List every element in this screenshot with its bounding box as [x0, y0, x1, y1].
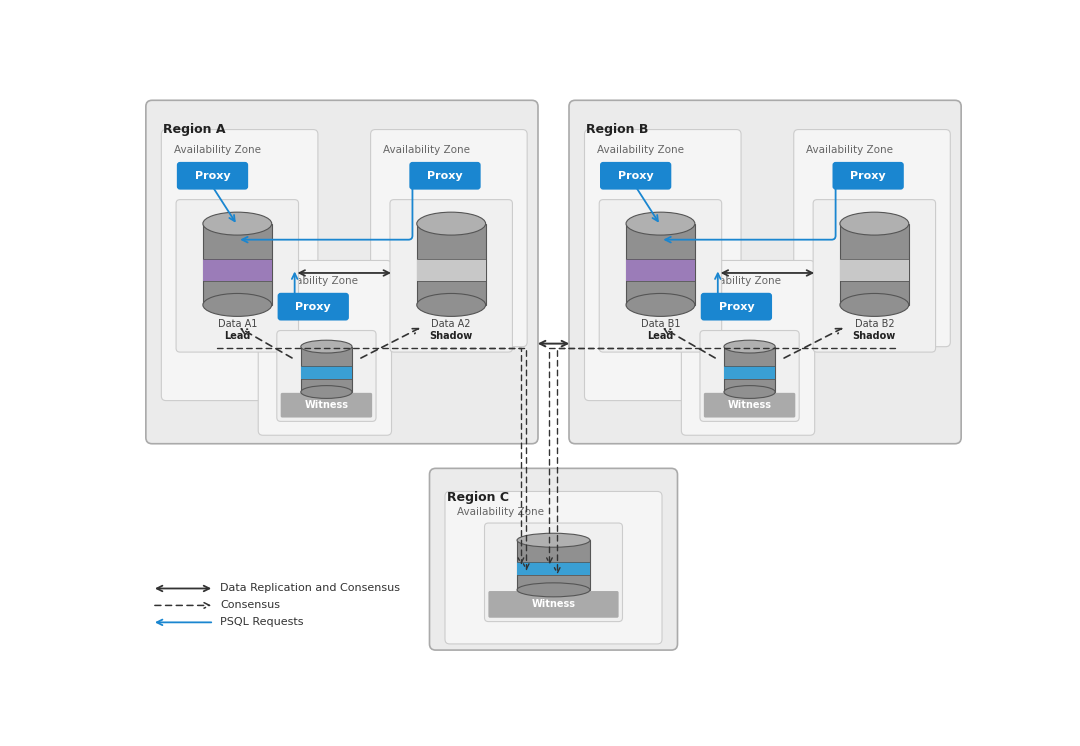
FancyBboxPatch shape — [258, 260, 392, 435]
Text: Region C: Region C — [446, 492, 509, 504]
Ellipse shape — [724, 386, 775, 398]
FancyBboxPatch shape — [177, 162, 248, 189]
Text: Region B: Region B — [586, 123, 648, 137]
Polygon shape — [203, 224, 272, 305]
Text: Shadow: Shadow — [430, 331, 473, 341]
Text: Consensus: Consensus — [220, 601, 280, 610]
Polygon shape — [417, 224, 486, 305]
Ellipse shape — [203, 293, 272, 316]
Text: Witness: Witness — [305, 400, 349, 410]
Ellipse shape — [417, 212, 486, 235]
FancyBboxPatch shape — [276, 330, 376, 421]
Text: Availability Zone: Availability Zone — [597, 145, 684, 155]
Ellipse shape — [517, 533, 590, 548]
Polygon shape — [417, 259, 486, 281]
Ellipse shape — [301, 340, 352, 353]
FancyBboxPatch shape — [600, 162, 672, 189]
Text: Data A2: Data A2 — [431, 319, 471, 328]
Polygon shape — [626, 259, 694, 281]
Polygon shape — [301, 347, 352, 392]
Text: Availability Zone: Availability Zone — [271, 276, 357, 286]
Text: Proxy: Proxy — [718, 301, 754, 312]
Text: Availability Zone: Availability Zone — [806, 145, 893, 155]
Text: Lead: Lead — [647, 331, 674, 341]
FancyBboxPatch shape — [409, 162, 481, 189]
Text: Data Replication and Consensus: Data Replication and Consensus — [220, 583, 401, 594]
Polygon shape — [517, 540, 590, 590]
Ellipse shape — [517, 583, 590, 597]
FancyBboxPatch shape — [430, 468, 677, 650]
Text: Data A1: Data A1 — [217, 319, 257, 328]
Text: Witness: Witness — [728, 400, 771, 410]
Ellipse shape — [203, 212, 272, 235]
Text: Availability Zone: Availability Zone — [174, 145, 260, 155]
Ellipse shape — [724, 340, 775, 353]
FancyBboxPatch shape — [794, 130, 950, 347]
Polygon shape — [724, 347, 775, 392]
FancyBboxPatch shape — [584, 130, 741, 401]
FancyBboxPatch shape — [370, 130, 527, 347]
Polygon shape — [301, 366, 352, 379]
Text: Proxy: Proxy — [296, 301, 332, 312]
Polygon shape — [840, 259, 908, 281]
Ellipse shape — [417, 293, 486, 316]
FancyBboxPatch shape — [599, 200, 721, 352]
Text: Proxy: Proxy — [194, 171, 230, 181]
FancyBboxPatch shape — [700, 330, 799, 421]
FancyBboxPatch shape — [161, 130, 318, 401]
Text: Availability Zone: Availability Zone — [458, 507, 544, 517]
Ellipse shape — [301, 386, 352, 398]
Text: PSQL Requests: PSQL Requests — [220, 618, 303, 627]
Polygon shape — [517, 562, 590, 575]
Ellipse shape — [840, 293, 908, 316]
FancyBboxPatch shape — [390, 200, 512, 352]
Text: Lead: Lead — [225, 331, 251, 341]
Ellipse shape — [626, 212, 694, 235]
FancyBboxPatch shape — [488, 591, 619, 618]
Ellipse shape — [840, 212, 908, 235]
Text: Proxy: Proxy — [850, 171, 886, 181]
FancyBboxPatch shape — [681, 260, 814, 435]
FancyBboxPatch shape — [704, 393, 795, 418]
Text: Data B1: Data B1 — [640, 319, 680, 328]
FancyBboxPatch shape — [176, 200, 298, 352]
Text: Region A: Region A — [163, 123, 226, 137]
Polygon shape — [840, 224, 908, 305]
Text: Witness: Witness — [531, 599, 576, 609]
FancyBboxPatch shape — [701, 292, 772, 321]
Text: Shadow: Shadow — [853, 331, 896, 341]
FancyBboxPatch shape — [813, 200, 935, 352]
FancyBboxPatch shape — [569, 100, 961, 444]
Text: Availability Zone: Availability Zone — [693, 276, 781, 286]
FancyBboxPatch shape — [146, 100, 538, 444]
FancyBboxPatch shape — [281, 393, 373, 418]
Text: Proxy: Proxy — [618, 171, 653, 181]
FancyBboxPatch shape — [445, 492, 662, 644]
Ellipse shape — [626, 293, 694, 316]
Text: Data B2: Data B2 — [854, 319, 894, 328]
Polygon shape — [724, 366, 775, 379]
Text: Proxy: Proxy — [428, 171, 463, 181]
FancyBboxPatch shape — [833, 162, 904, 189]
Text: Availability Zone: Availability Zone — [383, 145, 470, 155]
Polygon shape — [626, 224, 694, 305]
FancyBboxPatch shape — [278, 292, 349, 321]
Polygon shape — [203, 259, 272, 281]
FancyBboxPatch shape — [485, 523, 622, 621]
